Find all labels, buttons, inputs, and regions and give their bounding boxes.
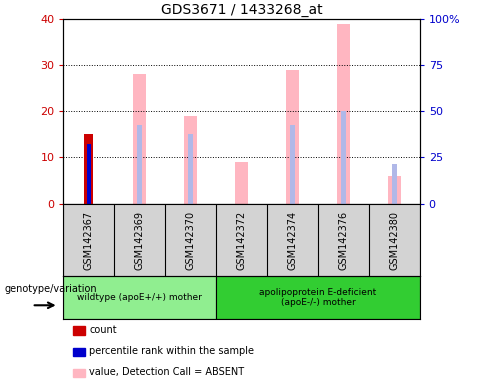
Title: GDS3671 / 1433268_at: GDS3671 / 1433268_at [161,3,323,17]
Text: genotype/variation: genotype/variation [5,284,98,294]
Bar [392,164,397,204]
Text: GSM142376: GSM142376 [338,210,348,270]
Bar [216,276,420,319]
Text: apolipoprotein E-deficient
(apoE-/-) mother: apolipoprotein E-deficient (apoE-/-) mot… [259,288,377,307]
Text: GSM142380: GSM142380 [389,210,399,270]
Bar [84,134,94,204]
Bar [235,162,248,204]
Bar [87,144,91,204]
Text: count: count [89,325,117,335]
Bar [290,125,295,204]
Bar [133,74,146,204]
Text: value, Detection Call = ABSENT: value, Detection Call = ABSENT [89,367,244,377]
Bar [388,176,401,204]
Bar [188,134,193,204]
Bar [137,125,142,204]
Bar [341,111,346,204]
Text: GSM142372: GSM142372 [237,210,246,270]
Text: wildtype (apoE+/+) mother: wildtype (apoE+/+) mother [77,293,202,302]
Text: percentile rank within the sample: percentile rank within the sample [89,346,254,356]
Text: GSM142370: GSM142370 [185,210,196,270]
Bar [184,116,197,204]
Text: GSM142374: GSM142374 [287,210,298,270]
Bar [337,24,350,204]
Bar [63,276,216,319]
Text: GSM142367: GSM142367 [84,210,94,270]
Bar [286,70,299,204]
Text: GSM142369: GSM142369 [135,210,145,270]
